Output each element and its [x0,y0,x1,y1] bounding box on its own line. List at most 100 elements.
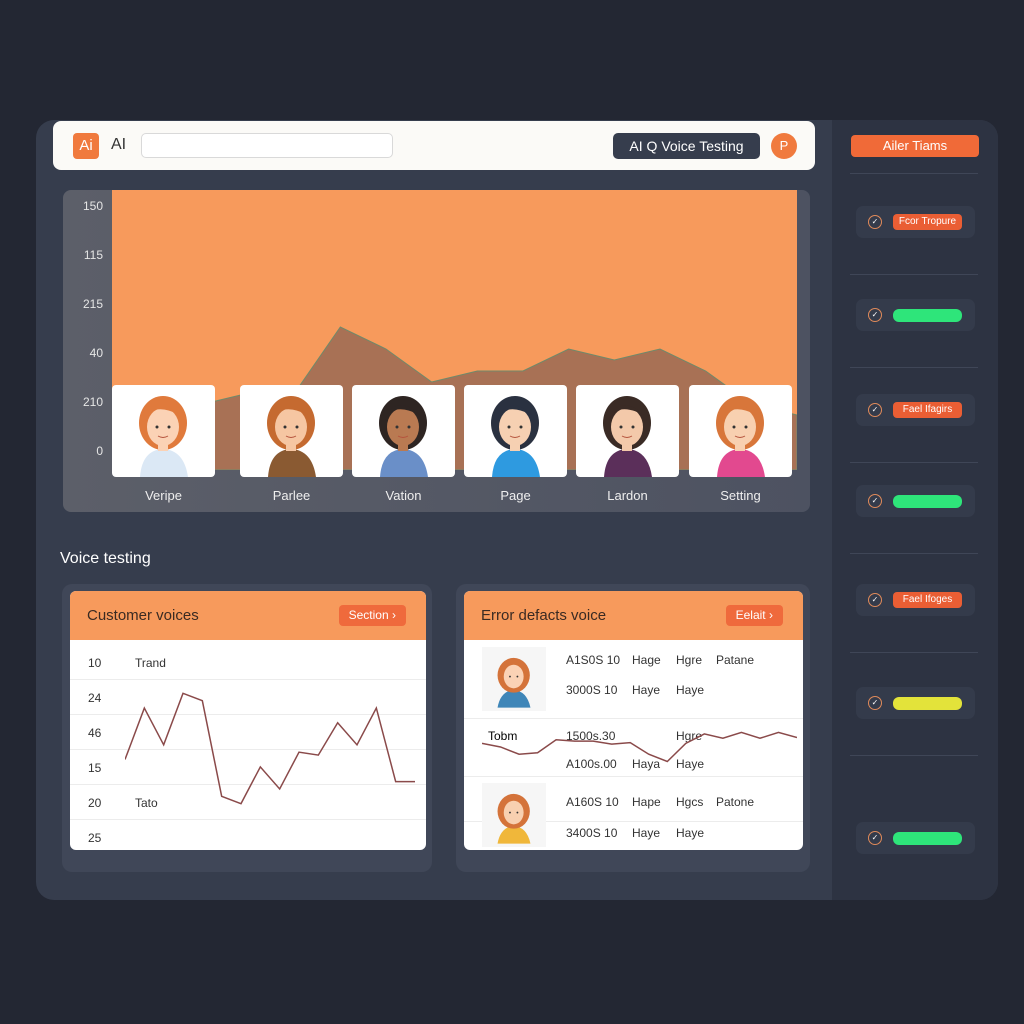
top-chart-card: 150 115 215 40 210 0 Veripe Parlee Vation Pag… [63,190,810,512]
cell: Haye [632,683,661,697]
status-badge: Fael Ifoges [893,592,962,608]
avatar [482,647,546,711]
cell: Haye [676,826,705,840]
voice-testing-button[interactable]: AI Q Voice Testing [613,133,760,159]
person-avatar-icon [497,793,531,844]
row-value: 15 [88,761,102,775]
person-avatar-icon [139,396,188,477]
error-voice-card: Error defacts voice Eelait › A1S0S 10 Hag… [464,591,803,850]
check-circle-icon: ✓ [868,696,882,710]
y-tick: 0 [96,444,103,458]
divider [850,462,978,463]
row-label: Trand [135,656,166,670]
sidebar-item[interactable]: ✓ [856,687,975,719]
check-circle-icon: ✓ [868,308,882,322]
divider [850,755,978,756]
avatar-card[interactable] [240,385,343,477]
person-avatar-icon [603,396,652,477]
sidebar-item[interactable]: ✓ Fael Ifagirs [856,394,975,426]
section-title: Voice testing [60,550,151,567]
series-line [482,731,797,763]
cell: Hgre [676,729,703,743]
sidebar-item[interactable]: ✓ [856,485,975,517]
status-badge: Fcor Tropure [893,214,962,230]
sidebar-item[interactable]: ✓ [856,299,975,331]
status-bar [893,309,962,322]
search-input[interactable] [141,133,393,158]
cell: A100s.00 [566,757,617,771]
cell: 3400S 10 [566,826,618,840]
person-label: Setting [720,488,761,503]
person-label: Parlee [272,488,311,503]
table-row: 20 Tato [70,787,426,820]
y-tick: 150 [82,199,103,213]
edit-button[interactable]: Eelait › [725,605,783,626]
table-row: 15 [70,752,426,785]
divider [850,652,978,653]
divider [850,274,978,275]
cell: Haye [676,757,705,771]
check-circle-icon: ✓ [868,403,882,417]
cell: Patane [716,653,755,667]
sidebar-item[interactable]: ✓ [856,822,975,854]
sidebar-button[interactable]: Ailer Tiams [851,135,979,157]
check-circle-icon: ✓ [868,215,882,229]
person-label: Vation [385,488,422,503]
person-avatar-icon [716,396,765,477]
cell: A1S0S 10 [566,653,621,667]
avatar-card[interactable] [464,385,567,477]
cell: Patone [716,795,755,809]
sidebar-item[interactable]: ✓ Fcor Tropure [856,206,975,238]
row-value: 10 [88,656,102,670]
cell: A160S 10 [566,795,619,809]
row-value: 46 [88,726,102,740]
profile-icon[interactable]: P [771,133,797,159]
table-row: 25 [70,822,426,850]
cell: Hgcs [676,795,704,809]
cell: Haye [676,683,705,697]
check-circle-icon: ✓ [868,494,882,508]
avatar-card[interactable] [352,385,455,477]
cell: 1500s.30 [566,729,616,743]
table-row: 10 Trand [70,647,426,680]
check-circle-icon: ✓ [868,593,882,607]
row-value: 25 [88,831,102,845]
row-label: Tato [135,796,158,810]
y-tick: 210 [82,395,103,409]
row-value: 20 [88,796,102,810]
person-label: Veripe [145,488,182,503]
divider [850,173,978,174]
avatar-card[interactable] [689,385,792,477]
person-avatar-icon [497,657,531,708]
cell: Hape [632,795,661,809]
cell: Hgre [676,653,703,667]
status-bar [893,495,962,508]
divider [850,367,978,368]
divider [850,553,978,554]
cell: 3000S 10 [566,683,618,697]
person-avatar-icon [267,396,316,477]
divider [464,821,803,822]
avatar [482,783,546,847]
check-circle-icon: ✓ [868,831,882,845]
y-tick: 40 [89,346,103,360]
person-label: Lardon [607,488,648,503]
avatar-card[interactable] [112,385,215,477]
card-title: Error defacts voice [481,607,607,624]
y-tick: 115 [83,248,103,262]
status-badge: Fael Ifagirs [893,402,962,418]
section-button[interactable]: Section › [338,605,406,626]
table-row: 24 [70,682,426,715]
cell: Haya [632,757,661,771]
series-line [125,692,415,805]
row-label: Tobm [488,729,518,743]
sidebar-item[interactable]: ✓ Fael Ifoges [856,584,975,616]
row-value: 24 [88,691,102,705]
cell: Hage [632,653,661,667]
person-label: Page [500,488,531,503]
header-bar: Ai AI AI Q Voice Testing P [53,121,815,170]
customer-voices-card: Customer voices Section › 10 Trand 24 46 15 2… [70,591,426,850]
avatar-card[interactable] [576,385,679,477]
person-avatar-icon [379,396,428,477]
line-chart [482,731,797,763]
